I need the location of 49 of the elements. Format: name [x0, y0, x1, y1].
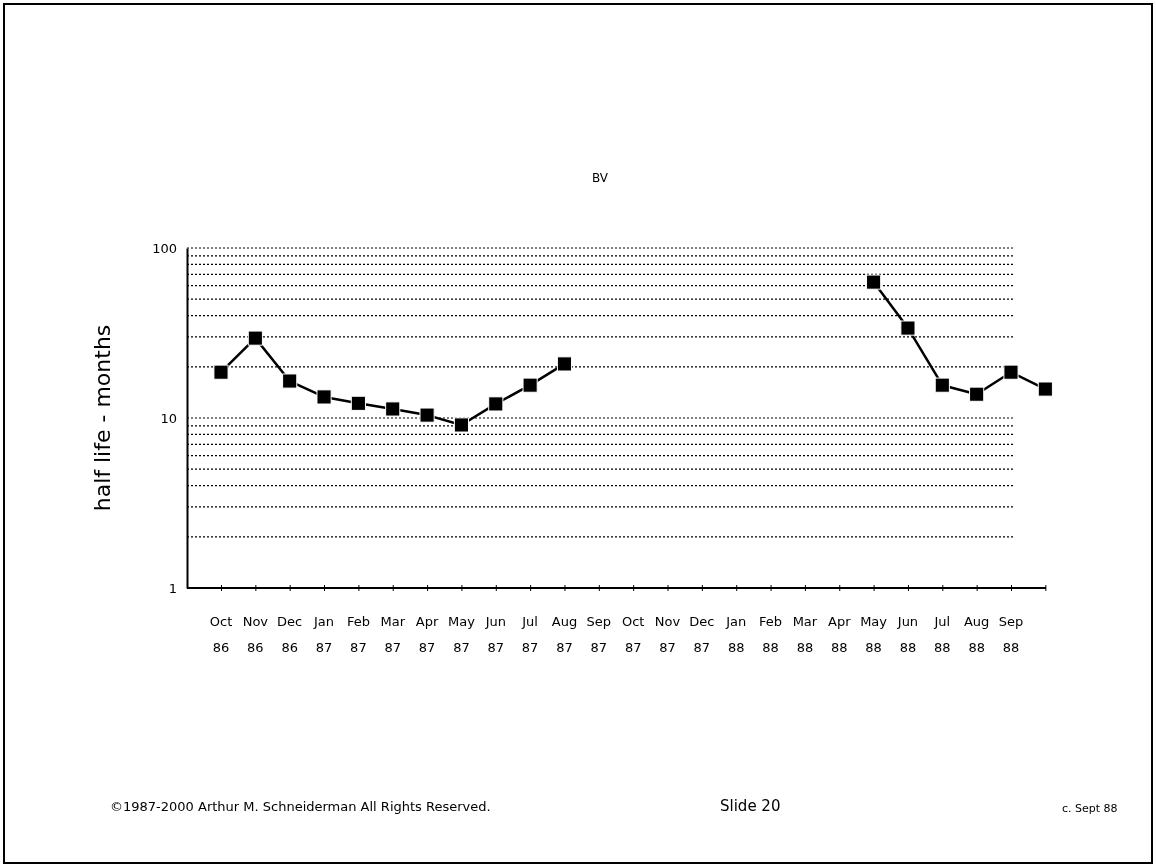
x-tick-label: Jun 88 [896, 614, 919, 655]
x-tick-label: Jul 88 [933, 614, 951, 655]
x-tick-label: Nov 86 [242, 614, 269, 655]
point [419, 407, 435, 423]
x-tick-label: Dec 86 [277, 614, 303, 655]
x-tick-label: Mar 87 [380, 614, 406, 655]
point [213, 364, 229, 380]
point [522, 377, 538, 393]
point [247, 330, 263, 346]
chart-title: BV [591, 171, 609, 185]
point [282, 373, 298, 389]
x-tick-label: Aug 87 [551, 614, 578, 655]
point [385, 401, 401, 417]
x-tick-label: May 87 [447, 614, 476, 655]
point [453, 417, 470, 433]
text: ©1987-2000 Arthur M. Schneiderman All Rights Reserved. [110, 799, 491, 814]
x-tick-label: Feb 88 [759, 614, 783, 655]
y-tick-label: 100 [152, 240, 177, 256]
x-tick-label: Dec 87 [689, 614, 715, 655]
x-tick-label: Oct 87 [621, 614, 645, 655]
point [969, 386, 985, 402]
point [350, 395, 366, 411]
x-tick-label: Mar 88 [792, 614, 818, 655]
x-tick-label: Feb 87 [346, 614, 370, 655]
point [934, 377, 950, 393]
y-axis-title: half life - months [90, 324, 115, 512]
point [556, 356, 573, 372]
x-tick-label: Sep 87 [586, 614, 612, 655]
point [316, 389, 332, 405]
point [1003, 364, 1019, 380]
x-tick-label: Sep 88 [998, 614, 1024, 655]
x-tick-label: Jan 88 [725, 614, 747, 655]
x-tick-label: Nov 87 [654, 614, 681, 655]
x-tick-label: May 88 [860, 614, 888, 655]
point [900, 320, 916, 336]
x-tick-label: Jan 87 [313, 614, 335, 655]
y-tick-label: 10 [160, 410, 177, 426]
x-tick-label: Aug 88 [963, 614, 990, 655]
point [488, 396, 504, 412]
text: Slide 20 [720, 797, 781, 815]
y-tick-label: 1 [168, 580, 177, 596]
point [866, 274, 882, 290]
x-tick-label: Apr 87 [415, 614, 439, 655]
x-tick-label: Jul 87 [521, 614, 539, 655]
x-tick-label: Jun 87 [484, 614, 506, 655]
point [1037, 381, 1053, 397]
text: c. Sept 88 [1062, 802, 1118, 815]
x-tick-label: Apr 88 [828, 614, 852, 655]
x-tick-label: Oct 86 [209, 614, 233, 655]
